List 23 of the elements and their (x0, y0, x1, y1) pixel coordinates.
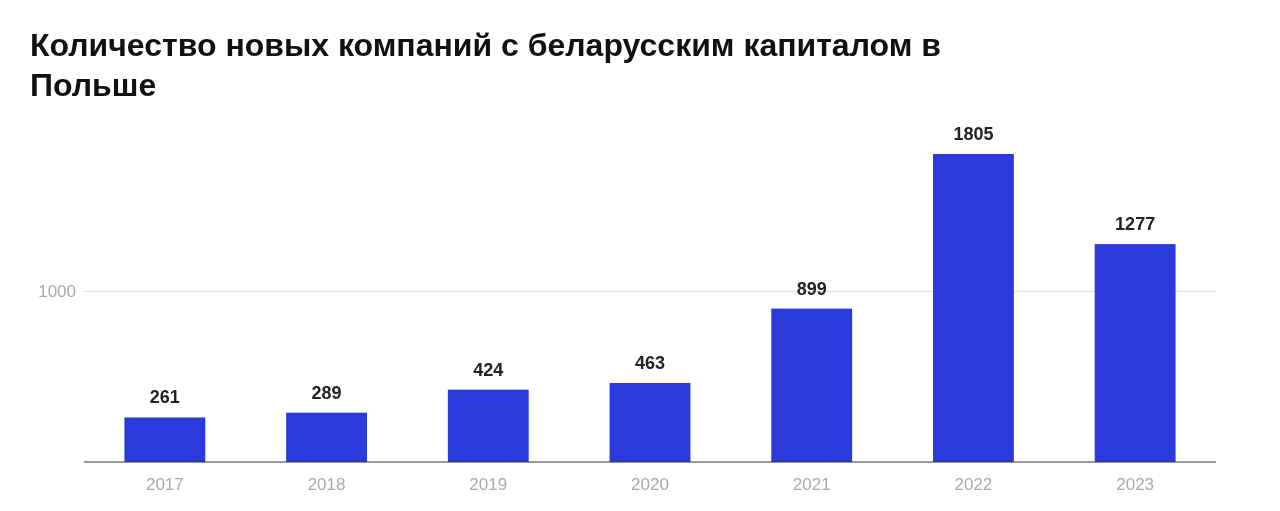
chart-title: Количество новых компаний с беларусским капиталом в Польше (30, 27, 941, 103)
data-label: 289 (311, 382, 342, 403)
x-tick-label: 2019 (469, 475, 508, 494)
x-tick-label: 2020 (631, 475, 669, 494)
data-label: 1277 (1115, 214, 1156, 235)
x-tick-label: 2017 (145, 475, 184, 494)
ref-line-label: 1000 (38, 282, 76, 302)
bar (771, 308, 853, 462)
x-tick-label: 2023 (1116, 475, 1155, 494)
data-label: 261 (149, 387, 180, 408)
x-tick-label: 2018 (307, 475, 346, 494)
bar (1094, 244, 1176, 462)
data-label: 899 (796, 278, 827, 299)
data-label: 424 (473, 359, 504, 380)
bar (124, 417, 206, 462)
x-tick-label: 2021 (792, 475, 831, 494)
bar (447, 389, 529, 462)
bar (609, 383, 691, 462)
data-label: 1805 (953, 124, 994, 144)
bar (933, 154, 1014, 462)
x-tick-label: 2022 (954, 475, 993, 494)
bar (286, 412, 367, 462)
data-label: 463 (634, 353, 666, 373)
